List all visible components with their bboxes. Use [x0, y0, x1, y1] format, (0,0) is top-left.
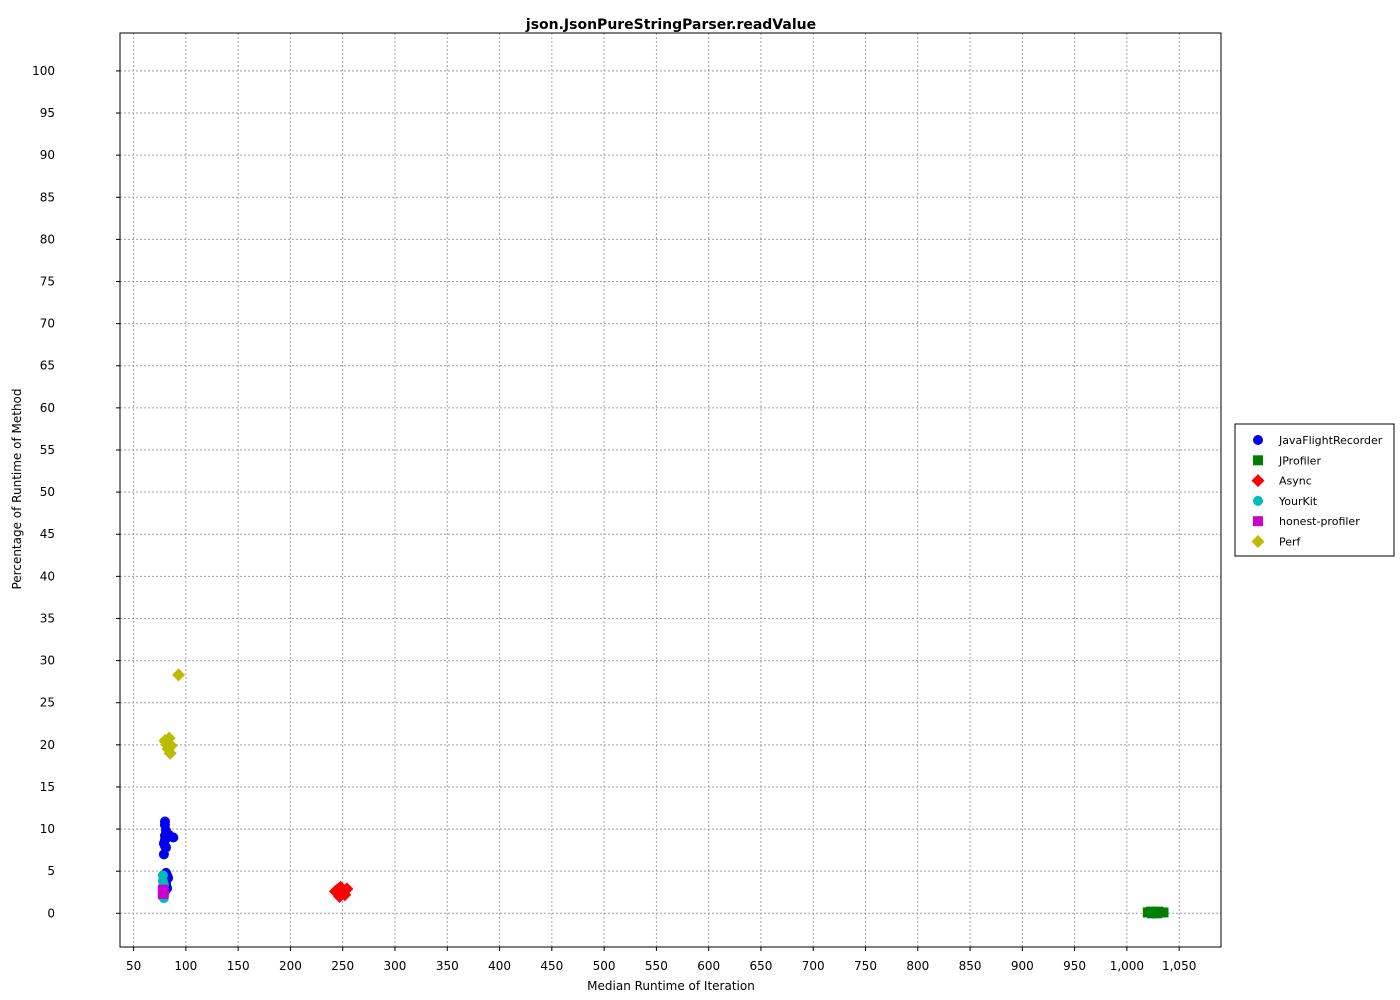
x-tick-label: 350	[436, 959, 459, 973]
y-tick-label: 15	[40, 780, 55, 794]
y-tick-label: 60	[40, 401, 55, 415]
data-point	[1158, 907, 1169, 918]
data-point	[335, 884, 349, 898]
x-tick-label: 1,050	[1162, 959, 1196, 973]
y-tick-label: 45	[40, 527, 55, 541]
y-tick-label: 10	[40, 822, 55, 836]
legend-label: Async	[1279, 475, 1312, 488]
y-tick-label: 20	[40, 738, 55, 752]
y-tick-label: 75	[40, 275, 55, 289]
y-tick-label: 0	[47, 906, 55, 920]
grid-lines	[120, 33, 1221, 947]
x-tick-label: 1,000	[1110, 959, 1144, 973]
series-perf	[158, 668, 186, 760]
x-tick-label: 850	[959, 959, 982, 973]
x-tick-label: 550	[645, 959, 668, 973]
legend: JavaFlightRecorder JProfiler Async YourKit h…	[1234, 423, 1395, 557]
x-tick-label: 50	[126, 959, 141, 973]
y-tick-label: 80	[40, 232, 55, 246]
legend-item-honest-profiler: honest-profiler	[1253, 515, 1360, 528]
data-points	[157, 668, 1169, 919]
legend-item-javaflightrecorder: JavaFlightRecorder	[1253, 434, 1383, 447]
y-tick-label: 90	[40, 148, 55, 162]
x-axis-label: Median Runtime of Iteration	[587, 979, 755, 993]
data-point	[158, 849, 169, 860]
legend-item-perf: Perf	[1251, 535, 1302, 549]
x-tick-label: 750	[854, 959, 877, 973]
series-honest-profiler	[157, 884, 169, 899]
x-tick-label: 100	[174, 959, 197, 973]
legend-label: Perf	[1279, 536, 1302, 549]
x-tick-label: 500	[593, 959, 616, 973]
data-point	[164, 829, 175, 840]
legend-box	[1234, 423, 1395, 557]
legend-label: honest-profiler	[1279, 515, 1360, 528]
plot-area	[119, 32, 1222, 948]
y-axis-label: Percentage of Runtime of Method	[10, 388, 24, 589]
legend-marker	[1251, 535, 1265, 548]
legend-item-yourkit: YourKit	[1253, 495, 1318, 508]
y-tick-label: 35	[40, 611, 55, 625]
legend-label: JProfiler	[1278, 454, 1321, 467]
x-tick-label: 700	[802, 959, 825, 973]
x-tick-label: 150	[227, 959, 250, 973]
x-axis-ticks: 50 100 150 200 250 300 350 400 450 500 550 600 650 70…	[126, 947, 1196, 973]
data-point	[159, 735, 173, 749]
y-tick-label: 25	[40, 696, 55, 710]
y-tick-label: 50	[40, 485, 55, 499]
data-point	[1153, 906, 1164, 917]
legend-item-jprofiler: JProfiler	[1253, 454, 1321, 467]
data-point	[172, 668, 186, 682]
x-tick-label: 900	[1011, 959, 1034, 973]
y-tick-label: 100	[32, 64, 55, 78]
legend-label: JavaFlightRecorder	[1278, 434, 1383, 447]
data-point	[157, 888, 168, 899]
y-tick-label: 5	[47, 864, 55, 878]
legend-marker	[1253, 455, 1263, 466]
legend-marker	[1253, 516, 1263, 527]
data-point	[1146, 908, 1157, 919]
legend-marker	[1253, 495, 1263, 506]
x-tick-label: 400	[488, 959, 511, 973]
x-tick-label: 300	[384, 959, 407, 973]
data-point	[163, 746, 177, 760]
x-tick-label: 800	[906, 959, 929, 973]
y-tick-label: 40	[40, 569, 55, 583]
legend-marker	[1251, 474, 1265, 488]
x-tick-label: 450	[540, 959, 563, 973]
x-tick-label: 200	[279, 959, 302, 973]
y-tick-label: 65	[40, 359, 55, 373]
y-tick-label: 70	[40, 317, 55, 331]
y-tick-label: 85	[40, 190, 55, 204]
y-tick-label: 30	[40, 654, 55, 668]
y-tick-label: 55	[40, 443, 55, 457]
legend-label: YourKit	[1278, 495, 1318, 508]
x-tick-label: 250	[331, 959, 354, 973]
x-tick-label: 950	[1063, 959, 1086, 973]
y-tick-label: 95	[40, 106, 55, 120]
x-tick-label: 600	[697, 959, 720, 973]
y-axis-ticks: 0 5 10 15 20 25 30 35 40 45 50 55 60 65 70 75 80 85 90 95 10…	[32, 64, 120, 920]
chart-title: json.JsonPureStringParser.readValue	[525, 17, 816, 33]
series-jprofiler	[1142, 906, 1169, 919]
series-async	[328, 880, 354, 903]
legend-marker	[1253, 435, 1263, 445]
x-tick-label: 650	[749, 959, 772, 973]
legend-item-async: Async	[1251, 474, 1312, 488]
